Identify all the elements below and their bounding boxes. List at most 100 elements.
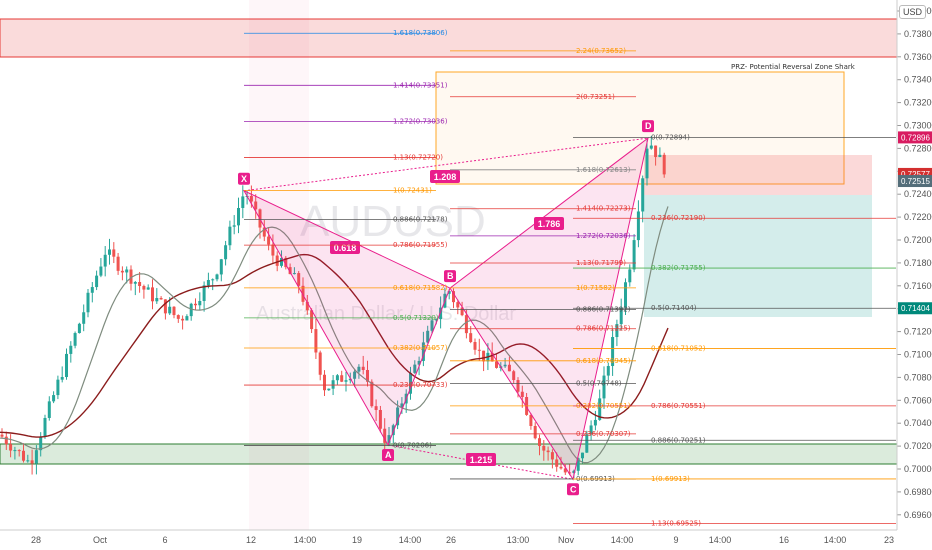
candle-body: [602, 375, 606, 399]
candle-body: [327, 388, 331, 391]
candle-body: [344, 380, 348, 382]
candle-body: [215, 274, 219, 280]
candle-body: [60, 377, 64, 380]
candle-body: [516, 380, 520, 392]
candle-body: [95, 275, 99, 288]
candle-body: [73, 333, 77, 346]
candle-body: [520, 391, 524, 398]
price-badge: [898, 131, 932, 144]
fib-right-label: 1.13(0.69525): [651, 519, 701, 527]
candle-body: [280, 257, 283, 266]
candle-body: [22, 450, 25, 461]
candle-body: [426, 330, 430, 343]
ratio-label: 1.208: [434, 172, 457, 182]
candle-body: [624, 282, 627, 308]
candle-body: [340, 375, 344, 382]
fib-left-label: 0(0.70206): [393, 441, 432, 449]
candle-body: [447, 291, 451, 294]
candle-body: [628, 269, 632, 283]
candle-body: [206, 280, 210, 286]
stop-zone: [644, 155, 872, 195]
candle-body: [632, 240, 636, 270]
price-badge-label: 0.72577: [901, 170, 930, 179]
target-zone: [644, 195, 872, 317]
candle-body: [56, 379, 60, 396]
fib-left-label: 1.272(0.73036): [393, 117, 448, 125]
fib-mid-label: 0.236(0.70307): [576, 430, 631, 438]
fib-left-label: 1.13(0.72720): [393, 154, 443, 162]
candle-body: [477, 349, 481, 351]
candle-body: [383, 428, 387, 443]
candle-body: [30, 460, 34, 464]
fib-mid-label: 1(0.71582): [576, 284, 615, 292]
candle-body: [125, 269, 129, 273]
watermark-symbol: AUDUSD: [300, 197, 486, 246]
candle-body: [189, 303, 193, 317]
fib-mid-label: 0.886(0.71392): [576, 306, 631, 314]
x-tick-label: Oct: [93, 535, 108, 545]
candle-body: [17, 450, 21, 452]
candle-body: [572, 470, 576, 473]
candle-body: [550, 452, 554, 460]
point-label-b: B: [447, 271, 454, 281]
ratio-box: [430, 170, 460, 183]
candle-body: [456, 302, 460, 308]
x-tick-label: 28: [31, 535, 41, 545]
candle-body: [366, 369, 369, 382]
price-badge-label: 0.72515: [901, 177, 930, 186]
candle-body: [86, 292, 90, 313]
fib-left-label: 0.618(0.71582): [393, 284, 448, 292]
fib-right-label: 0(0.72894): [651, 134, 690, 142]
fib-mid-label: 2.24(0.73652): [576, 47, 626, 55]
candle-body: [559, 466, 563, 469]
candle-body: [0, 434, 4, 437]
candle-body: [224, 245, 228, 260]
candle-body: [241, 196, 245, 208]
ratio-label: 1.215: [470, 455, 493, 465]
candle-body: [654, 145, 658, 158]
ratio-box: [534, 217, 564, 230]
candle-body: [103, 254, 107, 267]
candle-body: [495, 361, 498, 368]
candle-body: [82, 312, 86, 324]
fib-mid-label: 0.618(0.70945): [576, 357, 631, 365]
candle-body: [649, 145, 653, 149]
candle-body: [47, 401, 51, 418]
candle-body: [275, 255, 279, 266]
candle-body: [542, 445, 546, 451]
candle-body: [305, 301, 309, 311]
candle-body: [469, 333, 473, 343]
fib-right-label: 0.618(0.71052): [651, 345, 706, 353]
candle-body: [529, 414, 533, 426]
x-tick-label: 9: [673, 535, 678, 545]
x-tick-label: Nov: [558, 535, 575, 545]
candle-body: [284, 257, 288, 268]
candle-body: [138, 281, 142, 287]
candle-body: [512, 371, 516, 381]
fib-mid-label: 2(0.73251): [576, 93, 615, 101]
candle-body: [271, 244, 275, 256]
candle-body: [267, 236, 271, 245]
candle-body: [65, 353, 68, 378]
fib-right-label: 0.786(0.70551): [651, 402, 706, 410]
candle-body: [69, 345, 73, 354]
candle-body: [108, 249, 111, 255]
candle-body: [606, 366, 610, 376]
fib-left-label: 0.382(0.71057): [393, 344, 448, 352]
candle-body: [507, 364, 511, 372]
candle-body: [645, 148, 649, 179]
x-tick-label: 14:00: [399, 535, 422, 545]
fib-left-label: 0.236(0.70733): [393, 381, 448, 389]
fib-mid-label: 1.272(0.72036): [576, 232, 631, 240]
candle-body: [546, 450, 550, 453]
currency-label[interactable]: USD: [898, 5, 926, 19]
candle-body: [335, 375, 339, 381]
